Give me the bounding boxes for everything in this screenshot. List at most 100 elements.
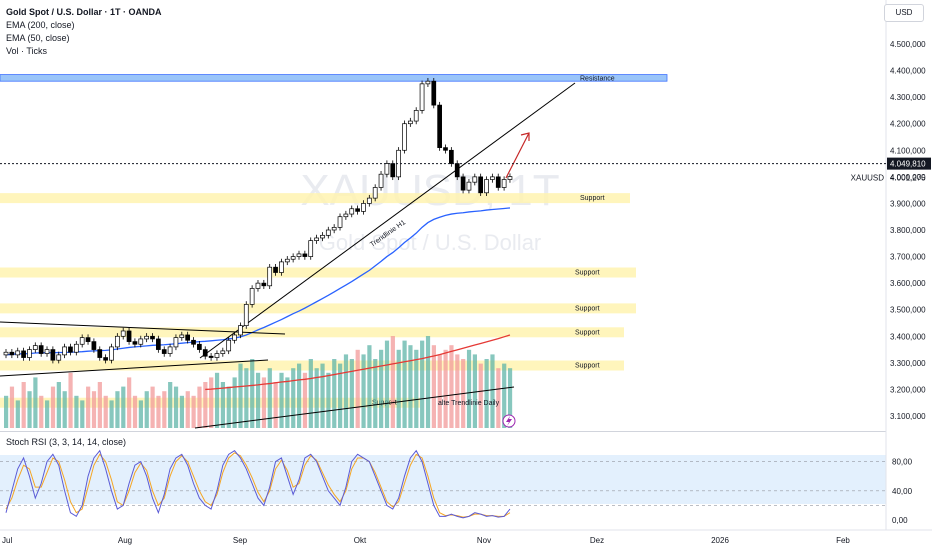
volume-bar — [291, 368, 296, 428]
volume-bar — [185, 391, 190, 428]
volume-bar — [156, 395, 161, 428]
volume-bar — [214, 372, 220, 428]
volume-bar — [127, 377, 132, 428]
stoch-rsi-k-line — [5, 449, 511, 519]
candles-layer — [3, 78, 513, 364]
volume-bar — [478, 363, 483, 428]
volume-bar — [220, 382, 226, 428]
rsi-layer — [0, 449, 886, 519]
indicator-ema200[interactable]: EMA (200, close) — [6, 20, 75, 30]
candle-body — [425, 80, 431, 85]
candle-body — [73, 343, 79, 353]
channel-lower-line — [0, 359, 269, 377]
candle-body — [302, 253, 308, 257]
price-tick-label: 3.900,000 — [890, 199, 926, 208]
candle-body — [443, 147, 448, 151]
candle-body — [384, 163, 390, 175]
time-tick-label: 2026 — [711, 536, 729, 545]
volume-bar — [302, 372, 308, 428]
candle-body — [185, 334, 191, 341]
time-tick-label: Sep — [233, 536, 248, 545]
candle-body — [150, 335, 155, 340]
ema50-line — [5, 207, 511, 356]
candle-body — [279, 261, 284, 273]
candle-body — [232, 334, 237, 341]
volume-bar — [138, 400, 143, 428]
volume-bar — [250, 359, 255, 428]
candle-body — [27, 349, 32, 358]
volume-bar — [86, 386, 91, 428]
volume-bar — [338, 363, 343, 428]
chart-legend: Gold Spot / U.S. Dollar · 1T · OANDA EMA… — [6, 6, 162, 58]
candle-body — [413, 110, 419, 122]
candle-body — [378, 173, 384, 188]
candle-body — [437, 104, 442, 148]
candle-body — [50, 349, 56, 361]
forecast-arrow — [505, 132, 530, 179]
volume-bar — [326, 372, 331, 428]
volume-bar — [115, 391, 120, 428]
volume-bar — [431, 345, 436, 428]
last-price-box — [887, 157, 931, 170]
price-tick-label: 3.200,000 — [890, 385, 926, 394]
volume-bar — [297, 363, 302, 428]
volume-bar — [343, 354, 349, 428]
lightning-icon[interactable] — [502, 414, 516, 428]
candle-body — [91, 341, 97, 350]
currency-button[interactable]: USD — [884, 4, 924, 22]
chart-title: Gold Spot / U.S. Dollar · 1T · OANDA — [6, 7, 162, 17]
price-tick-label: 4.000,000 — [890, 173, 926, 182]
candle-body — [331, 226, 337, 231]
channel-upper-line — [0, 321, 286, 335]
price-tick-label: 3.800,000 — [890, 226, 926, 235]
candle-body — [191, 339, 196, 345]
volume-bar — [244, 368, 249, 428]
volume-bar — [74, 395, 79, 428]
candle-body — [15, 350, 21, 356]
volume-bar — [373, 359, 378, 428]
candle-body — [156, 338, 161, 350]
candle-body — [97, 349, 103, 358]
candle-body — [484, 179, 489, 194]
volume-bar — [168, 382, 173, 428]
candle-body — [197, 343, 202, 350]
candle-body — [120, 330, 126, 337]
rsi-legend[interactable]: Stoch RSI (3, 3, 14, 14, close) — [6, 437, 127, 447]
support-label: Support — [580, 195, 605, 202]
price-tick-label: 3.500,000 — [890, 306, 926, 315]
indicator-ema50[interactable]: EMA (50, close) — [6, 33, 70, 43]
volume-bar — [455, 354, 460, 428]
price-tick-label: 4.100,000 — [890, 146, 926, 155]
candle-body — [238, 325, 243, 336]
candle-body — [21, 350, 26, 358]
candle-body — [320, 234, 325, 239]
volume-bar — [226, 386, 231, 428]
support-zone — [0, 303, 636, 314]
candle-body — [501, 179, 507, 188]
candle-body — [243, 304, 249, 327]
indicator-volume[interactable]: Vol · Ticks — [6, 46, 48, 56]
symbol-price-label: 4.001,275 — [890, 174, 926, 183]
volume-bar — [414, 349, 419, 428]
volume-bar — [361, 354, 366, 428]
price-axis: 4.500,000 4.400,000 4.300,000 4.200,000 4.10… — [890, 40, 926, 421]
candle-body — [138, 338, 144, 345]
volume-bar — [437, 354, 442, 428]
trendline-daily — [194, 386, 515, 429]
price-tick-label: 4.500,000 — [890, 40, 926, 49]
volume-bar — [209, 377, 214, 428]
candle-body — [308, 240, 314, 257]
time-tick-label: Okt — [354, 536, 367, 545]
price-tick-label: 3.400,000 — [890, 332, 926, 341]
volume-bar — [443, 349, 448, 428]
support-zone — [0, 267, 636, 278]
time-tick-label: Nov — [477, 536, 491, 545]
rsi-tick-label: 0,00 — [892, 516, 908, 525]
volume-bar — [425, 336, 431, 428]
candle-body — [173, 337, 179, 348]
volume-layer — [4, 336, 513, 428]
candle-body — [249, 288, 255, 305]
volume-bar — [9, 386, 15, 428]
candle-body — [267, 266, 273, 287]
